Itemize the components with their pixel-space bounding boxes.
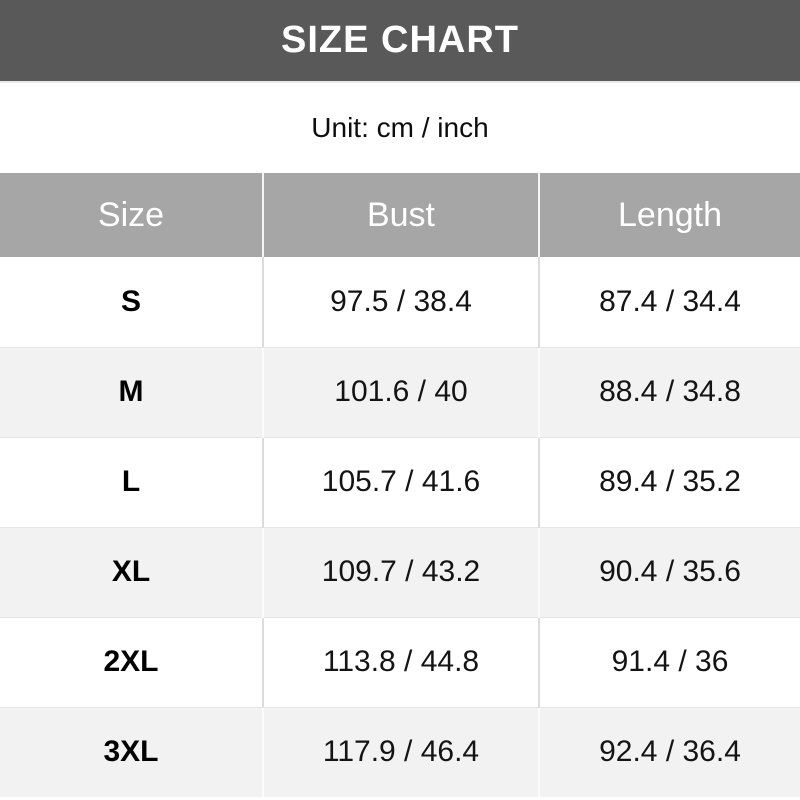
size-value: L	[121, 465, 141, 498]
column-header-length: Length	[538, 173, 800, 257]
size-table: Size Bust Length S 97.5 / 38.4 87.4 / 34…	[0, 173, 800, 797]
page-title: SIZE CHART	[281, 19, 519, 61]
bust-value: 109.7 / 43.2	[262, 527, 539, 617]
table-header-row: Size Bust Length	[0, 173, 800, 257]
table-row-3xl: 3XL 117.9 / 46.4 92.4 / 36.4	[0, 707, 800, 797]
size-value: 3XL	[103, 735, 159, 769]
table-row-m: M 101.6 / 40 88.4 / 34.8	[0, 347, 800, 437]
size-value: M	[118, 375, 144, 408]
bust-value: 117.9 / 46.4	[262, 707, 539, 797]
length-value: 89.4 / 35.2	[538, 437, 800, 527]
size-value: XL	[111, 555, 151, 588]
table-row-l: L 105.7 / 41.6 89.4 / 35.2	[0, 437, 800, 527]
unit-label: Unit: cm / inch	[311, 112, 489, 143]
size-value: S	[120, 284, 141, 318]
bust-value: 97.5 / 38.4	[262, 257, 539, 347]
size-value: 2XL	[103, 645, 159, 678]
length-value: 87.4 / 34.4	[538, 257, 800, 347]
table-row-s: S 97.5 / 38.4 87.4 / 34.4	[0, 257, 800, 347]
bust-value: 113.8 / 44.8	[262, 617, 539, 707]
table-row-xl: XL 109.7 / 43.2 90.4 / 35.6	[0, 527, 800, 617]
bust-value: 105.7 / 41.6	[262, 437, 539, 527]
title-bar: SIZE CHART	[0, 0, 800, 83]
table-row-2xl: 2XL 113.8 / 44.8 91.4 / 36	[0, 617, 800, 707]
length-value: 88.4 / 34.8	[538, 347, 800, 437]
length-value: 90.4 / 35.6	[538, 527, 800, 617]
bust-value: 101.6 / 40	[262, 347, 539, 437]
length-value: 92.4 / 36.4	[538, 707, 800, 797]
column-header-bust: Bust	[262, 173, 539, 257]
length-value: 91.4 / 36	[538, 617, 800, 707]
column-header-size: Size	[97, 195, 165, 234]
